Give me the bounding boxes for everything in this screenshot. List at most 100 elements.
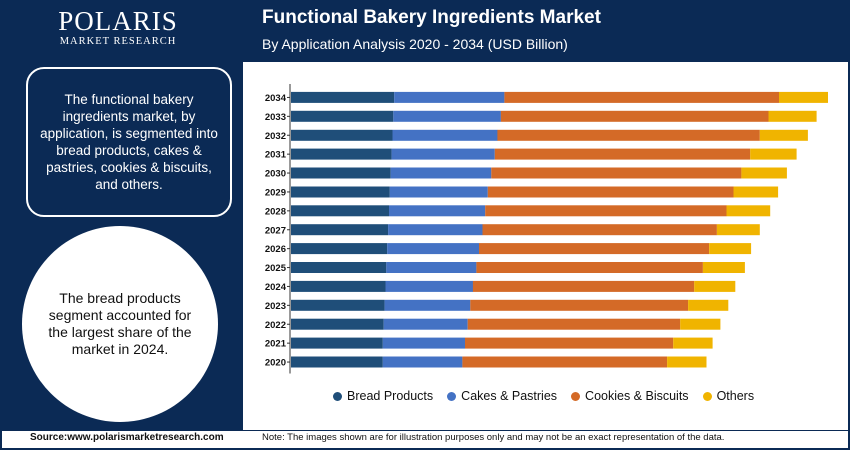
legend-item-bread: Bread Products	[333, 389, 433, 403]
y-tick-label: 2031	[265, 150, 287, 161]
y-tick-label: 2020	[265, 358, 286, 369]
bar-segment-bread	[291, 337, 383, 349]
bar-segment-cookies	[467, 318, 681, 330]
bar-segment-bread	[291, 129, 393, 141]
bar-segment-cakes	[389, 186, 488, 198]
bar-segment-bread	[291, 243, 388, 255]
bar-segment-bread	[291, 356, 383, 368]
bar-segment-cookies	[494, 148, 751, 160]
bar-segment-cakes	[393, 110, 501, 122]
bar-segment-bread	[291, 110, 394, 122]
brand-name: POLARIS	[58, 6, 178, 36]
bar-segment-cookies	[500, 110, 769, 122]
highlight-text: The bread products segment accounted for…	[48, 290, 192, 357]
bar-segment-others	[741, 167, 787, 179]
bar-segment-others	[667, 356, 707, 368]
bar-segment-bread	[291, 280, 386, 292]
bar-segment-bread	[291, 205, 389, 217]
bar-segment-others	[750, 148, 797, 160]
footer-bar	[0, 430, 850, 451]
bar-segment-others	[673, 337, 713, 349]
bar-segment-cookies	[504, 91, 779, 103]
legend-label: Others	[716, 389, 755, 403]
bar-segment-cakes	[394, 91, 505, 103]
legend-item-cookies: Cookies & Biscuits	[571, 389, 689, 403]
bar-segment-cookies	[465, 337, 674, 349]
legend-item-others: Others	[702, 389, 755, 403]
y-tick-label: 2022	[265, 320, 286, 331]
y-tick-label: 2027	[265, 225, 286, 236]
bar-segment-others	[716, 224, 760, 236]
y-tick-label: 2021	[265, 339, 287, 350]
source-text: Source:www.polarismarketresearch.com	[30, 432, 224, 443]
chart-subtitle: By Application Analysis 2020 - 2034 (USD…	[262, 36, 568, 52]
bar-segment-cakes	[387, 243, 479, 255]
stacked-bar-chart: 2034 2033 2032 2031 2030 2029 2028 2027 2026 2025…	[265, 84, 828, 374]
bar-segment-cakes	[389, 205, 486, 217]
y-tick-label: 2028	[265, 206, 286, 217]
bar-segment-bread	[291, 299, 385, 311]
legend-label: Bread Products	[347, 389, 434, 403]
bar-segment-others	[694, 280, 736, 292]
brand-tagline: MARKET RESEARCH	[59, 36, 177, 47]
bar-segment-cakes	[385, 280, 473, 292]
bar-segment-cookies	[479, 243, 709, 255]
bar-segment-bread	[291, 262, 387, 273]
bar-segment-bread	[291, 224, 389, 236]
y-tick-label: 2025	[265, 263, 287, 274]
bar-segment-others	[733, 186, 779, 198]
bar-segment-cakes	[382, 356, 463, 368]
bar-segment-cakes	[390, 167, 492, 179]
bar-segment-cakes	[391, 148, 495, 160]
bar-segment-others	[768, 110, 817, 122]
legend-swatch	[447, 391, 457, 401]
legend-swatch	[571, 391, 581, 401]
y-tick-label: 2024	[265, 282, 287, 293]
bar-segment-others	[726, 205, 771, 217]
y-tick-label: 2030	[265, 169, 286, 180]
y-tick-label: 2023	[265, 301, 286, 312]
y-tick-label: 2029	[265, 187, 286, 198]
bar-segment-cookies	[470, 299, 689, 311]
legend-swatch	[333, 391, 342, 401]
chart-title: Functional Bakery Ingredients Market	[262, 7, 601, 28]
y-tick-label: 2026	[265, 244, 286, 255]
brand-logo: POLARIS MARKET RESEARCH	[28, 6, 208, 48]
bar-segment-others	[779, 91, 828, 103]
bar-segment-cookies	[482, 224, 717, 236]
bar-segment-cakes	[388, 224, 483, 236]
bar-segment-others	[709, 243, 752, 255]
bar-segment-others	[759, 129, 808, 141]
bar-segment-cookies	[491, 167, 742, 179]
chart-legend: Bread Products Cakes & Pastries Cookies & …	[333, 389, 754, 403]
disclaimer-note: Note: The images shown are for illustrat…	[262, 432, 725, 443]
bar-segment-bread	[291, 167, 391, 179]
bar-segment-bread	[291, 148, 392, 160]
segment-description-text: The functional bakery ingredients market…	[40, 92, 218, 192]
legend-label: Cookies & Biscuits	[585, 389, 689, 403]
bar-segment-cakes	[384, 299, 471, 311]
bar-segment-others	[702, 262, 745, 273]
legend-item-cakes: Cakes & Pastries	[447, 389, 557, 403]
bar-segment-bread	[291, 91, 395, 103]
legend-label: Cakes & Pastries	[461, 389, 558, 403]
bar-segment-cookies	[487, 186, 734, 198]
highlight-circle: The bread products segment accounted for…	[22, 226, 218, 422]
y-tick-label: 2034	[265, 93, 287, 104]
bar-segment-cakes	[383, 318, 468, 330]
bar-segment-cookies	[462, 356, 668, 368]
y-tick-label: 2032	[265, 131, 286, 142]
bar-segment-bread	[291, 186, 390, 198]
bar-segment-cakes	[386, 262, 477, 273]
bar-segment-others	[688, 299, 729, 311]
bar-segment-cookies	[476, 262, 703, 273]
bar-segment-cookies	[485, 205, 727, 217]
bar-segment-bread	[291, 318, 384, 330]
bar-segment-cookies	[472, 280, 695, 292]
segment-description-box: The functional bakery ingredients market…	[26, 67, 232, 217]
bar-segment-others	[680, 318, 721, 330]
bar-segment-cakes	[392, 129, 498, 141]
legend-swatch	[702, 391, 712, 401]
bar-segment-cakes	[382, 337, 465, 349]
